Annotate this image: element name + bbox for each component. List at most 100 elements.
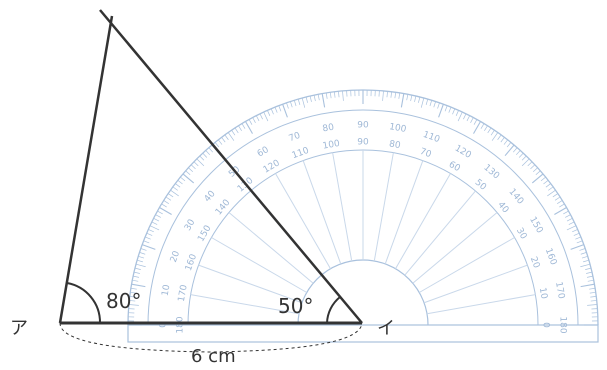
protractor-tick [473, 119, 478, 125]
protractor-tick [566, 225, 577, 231]
protractor-tick [545, 183, 551, 188]
protractor-scale-label-outer: 90 [357, 121, 369, 131]
protractor-scale-label-inner: 20 [528, 255, 541, 269]
protractor-tick [466, 115, 470, 122]
protractor-scale-label-inner: 100 [322, 139, 341, 152]
protractor-tick [554, 196, 561, 201]
protractor-tick [221, 137, 226, 143]
protractor-tick [587, 304, 598, 306]
angle-a-label: 80° [106, 289, 141, 313]
angle-b-arc [326, 296, 341, 324]
protractor-tick [241, 123, 246, 129]
protractor-tick [586, 275, 593, 278]
protractor-tick [238, 125, 242, 131]
protractor-tick [130, 291, 137, 294]
protractor-tick [518, 152, 524, 158]
protractor-tick [543, 180, 549, 185]
protractor-tick [457, 111, 463, 122]
protractor-tick [172, 186, 178, 191]
protractor-tick [149, 225, 160, 231]
protractor-scale-label-inner: 120 [262, 158, 282, 175]
protractor-tick [248, 119, 253, 125]
protractor-tick [165, 196, 172, 201]
protractor-tick [190, 164, 196, 170]
protractor-tick [137, 259, 143, 263]
protractor-tick [157, 210, 163, 215]
protractor-tick [504, 144, 515, 157]
protractor-scale-label-outer: 40 [203, 189, 218, 204]
protractor-tick [586, 271, 593, 274]
protractor-tick [129, 300, 136, 302]
protractor-scale-label-outer: 130 [481, 163, 501, 182]
protractor-scale-label-inner: 150 [196, 224, 213, 244]
protractor-tick [278, 105, 282, 112]
protractor-tick [329, 92, 332, 99]
protractor-tick [214, 142, 220, 148]
protractor-tick [245, 121, 253, 134]
protractor-tick [448, 106, 452, 113]
protractor-scale-label-inner: 10 [537, 287, 549, 300]
protractor-tick [143, 240, 150, 244]
protractor-tick [557, 200, 563, 204]
protractor-scale-label-inner: 90 [357, 138, 369, 148]
protractor-tick [570, 244, 585, 250]
protractor-tick [133, 271, 140, 274]
protractor-tick [252, 117, 256, 123]
protractor-tick [263, 111, 269, 122]
protractor-tick [590, 300, 597, 302]
protractor-tick [293, 100, 297, 107]
protractor-tick [580, 283, 595, 288]
protractor-tick [140, 248, 147, 251]
protractor-tick [559, 203, 565, 208]
protractor-tick [321, 93, 326, 108]
protractor-tick [463, 113, 467, 120]
protractor-tick [144, 236, 151, 240]
left-side-line [58, 15, 114, 324]
protractor-tick [317, 94, 320, 101]
protractor-scale-label-inner: 70 [418, 147, 432, 160]
protractor-tick [234, 127, 239, 134]
triangle: ア イ 80° 50° 6 cm [10, 9, 395, 367]
protractor-scale-label-outer: 140 [506, 187, 525, 207]
protractor-tick [512, 147, 518, 153]
protractor-tick [406, 94, 409, 101]
protractor-scale-label-outer: 0 [159, 322, 169, 328]
protractor-tick [563, 210, 569, 215]
protractor-tick [530, 164, 536, 170]
protractor-tick [565, 214, 571, 218]
protractor-tick [153, 218, 160, 222]
protractor-scale-label-outer: 110 [421, 130, 441, 145]
protractor-tick [554, 207, 567, 215]
protractor-tick [135, 263, 146, 268]
protractor-tick [480, 123, 485, 129]
protractor-scale-label-outer: 150 [527, 215, 544, 235]
protractor-tick [576, 240, 583, 244]
protractor-ticks [128, 90, 598, 326]
protractor-scale-label-outer: 20 [169, 249, 182, 263]
protractor-ray [198, 264, 303, 304]
protractor-tick [490, 129, 495, 136]
protractor-tick [410, 95, 413, 102]
protractor-tick [129, 296, 136, 298]
protractor-tick [224, 134, 229, 140]
protractor-tick [270, 108, 274, 115]
protractor-tick [540, 176, 546, 182]
protractor-ray [275, 173, 331, 269]
protractor-tick [400, 93, 405, 108]
protractor-tick [394, 92, 397, 99]
protractor-tick [334, 91, 336, 98]
protractor-scale-band [147, 109, 579, 326]
protractor-tick [429, 100, 433, 107]
protractor-tick [585, 267, 592, 270]
protractor-tick [491, 132, 499, 141]
protractor-scale-label-inner: 180 [176, 316, 186, 333]
vertex-a-label: ア [10, 318, 28, 339]
protractor-scale-label-inner: 170 [177, 284, 190, 303]
protractor-tick [325, 92, 328, 99]
protractor-tick [128, 304, 139, 306]
angle-b-label: 50° [278, 294, 313, 318]
protractor-scale-label-outer: 80 [322, 123, 335, 135]
protractor-tick [286, 102, 289, 109]
protractor-tick [170, 189, 179, 197]
